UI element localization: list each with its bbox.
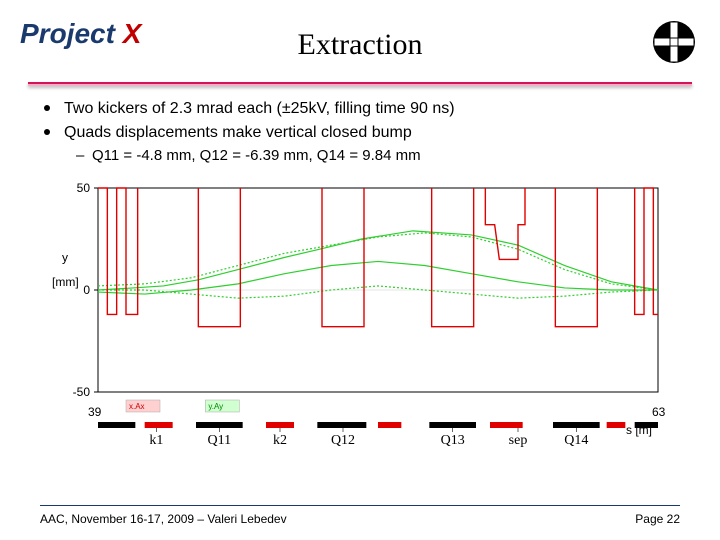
- svg-text:y.Ay: y.Ay: [208, 402, 223, 411]
- svg-text:k1: k1: [149, 433, 163, 448]
- svg-text:k2: k2: [273, 433, 287, 448]
- svg-text:y: y: [62, 250, 68, 264]
- bullet-list: Two kickers of 2.3 mrad each (±25kV, fil…: [40, 98, 680, 143]
- svg-text:[mm]: [mm]: [52, 275, 79, 289]
- svg-text:39: 39: [88, 405, 102, 419]
- slide-footer: AAC, November 16-17, 2009 – Valeri Lebed…: [40, 505, 680, 526]
- footer-left: AAC, November 16-17, 2009 – Valeri Lebed…: [40, 512, 287, 526]
- svg-text:Q14: Q14: [564, 433, 588, 448]
- fermilab-icon: [652, 20, 696, 64]
- svg-text:sep: sep: [509, 433, 528, 448]
- svg-text:Q11: Q11: [208, 433, 232, 448]
- bullet-item: Two kickers of 2.3 mrad each (±25kV, fil…: [40, 98, 680, 120]
- svg-text:-50: -50: [73, 385, 91, 399]
- svg-text:Q13: Q13: [441, 433, 465, 448]
- svg-text:63: 63: [652, 405, 666, 419]
- sub-bullet: Q11 = -4.8 mm, Q12 = -6.39 mm, Q14 = 9.8…: [40, 147, 680, 164]
- footer-divider: [40, 505, 680, 506]
- slide-title: Extraction: [0, 28, 720, 62]
- svg-text:50: 50: [77, 182, 91, 195]
- bullet-item: Quads displacements make vertical closed…: [40, 122, 680, 144]
- slide-content: Two kickers of 2.3 mrad each (±25kV, fil…: [40, 98, 680, 164]
- svg-text:0: 0: [83, 283, 90, 297]
- header-divider: [28, 82, 692, 86]
- svg-text:x.Ax: x.Ax: [129, 402, 145, 411]
- footer-right: Page 22: [635, 512, 680, 526]
- slide-header: Project X Extraction: [0, 0, 720, 82]
- svg-text:Q12: Q12: [331, 433, 355, 448]
- extraction-chart: 500-50y[mm]3963s [m]x.Axy.Ayk1Q11k2Q12Q1…: [48, 182, 668, 452]
